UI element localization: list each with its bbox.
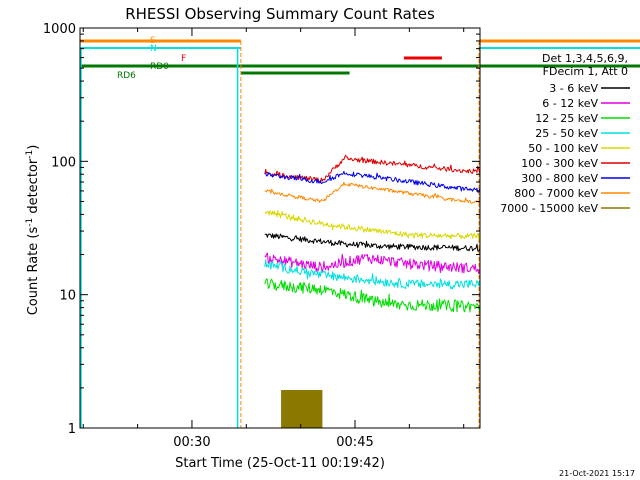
y-axis-label: Count Rate (s-1 detector-1) [25, 145, 41, 316]
legend-label: 25 - 50 keV [535, 127, 598, 140]
y-tick-label: 10 [59, 289, 76, 304]
legend-label: 50 - 100 keV [528, 142, 598, 155]
y-tick-label: 1000 [43, 22, 76, 37]
chart-title: RHESSI Observing Summary Count Rates [125, 5, 435, 23]
plot-frame [79, 27, 481, 429]
y-tick-label: 1 [68, 422, 76, 437]
legend-label: 7000 - 15000 keV [500, 202, 598, 215]
legend-label: 800 - 7000 keV [514, 187, 598, 200]
legend-label: 6 - 12 keV [542, 97, 598, 110]
legend-label: 100 - 300 keV [521, 157, 598, 170]
x-axis-label: Start Time (25-Oct-11 00:19:42) [175, 456, 385, 471]
y-tick-label: 100 [51, 155, 76, 170]
x-tick-label: 00:30 [173, 435, 210, 450]
legend-header-line: Det 1,3,4,5,6,9, [542, 52, 628, 65]
legend-label: 3 - 6 keV [549, 82, 598, 95]
legend: Det 1,3,4,5,6,9,FDecim 1, Att 0 3 - 6 keV… [500, 52, 630, 215]
flag-label-s: S [150, 36, 156, 46]
flag-label-rd0: RD0 [150, 62, 169, 72]
timestamp: 21-Oct-2021 15:17 [559, 469, 635, 478]
attenuator-block [281, 390, 323, 428]
x-tick-label: 00:45 [336, 435, 373, 450]
flag-label-f: F [181, 54, 186, 64]
legend-header-line: FDecim 1, Att 0 [543, 65, 628, 78]
flag-label-rd6: RD6 [117, 71, 136, 81]
legend-label: 12 - 25 keV [535, 112, 598, 125]
axes: 00:30 00:45 1 10 100 1000 [43, 22, 480, 450]
legend-label: 300 - 800 keV [521, 172, 598, 185]
flag-label-n: N [150, 44, 157, 54]
